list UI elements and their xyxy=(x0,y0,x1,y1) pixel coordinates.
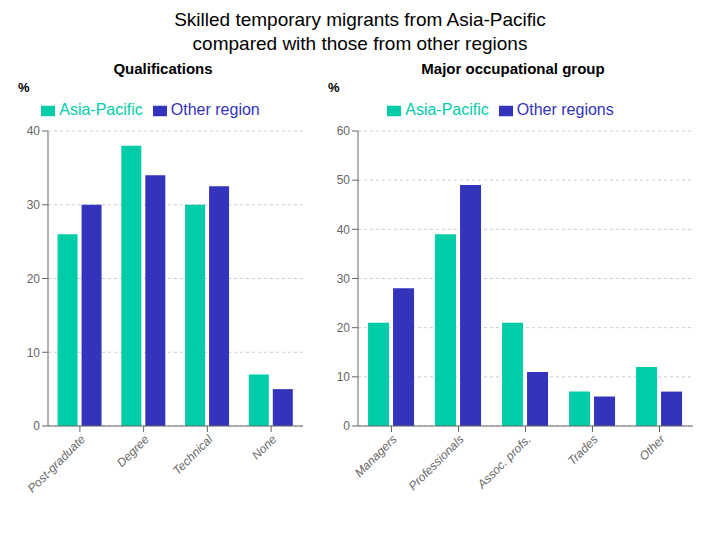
html-text:Other regions: Other regions xyxy=(516,101,614,118)
svg-text:10: 10 xyxy=(337,370,351,384)
svg-text:Degree: Degree xyxy=(114,432,152,470)
svg-text:20: 20 xyxy=(337,321,351,335)
svg-text:Post-graduate: Post-graduate xyxy=(25,432,88,495)
svg-text:50: 50 xyxy=(337,173,351,187)
svg-text:10: 10 xyxy=(27,346,41,360)
html-text:Other region: Other region xyxy=(170,101,260,118)
svg-text:Assoc. profs.: Assoc. profs. xyxy=(474,432,534,492)
svg-text:30: 30 xyxy=(337,272,351,286)
svg-text:0: 0 xyxy=(33,419,40,433)
svg-text:None: None xyxy=(249,432,279,462)
svg-text:Professionals: Professionals xyxy=(406,432,467,493)
svg-text:60: 60 xyxy=(337,124,351,138)
svg-text:Technical: Technical xyxy=(170,432,216,478)
html-text:Skilled temporary migrants fro: Skilled temporary migrants from Asia-Pac… xyxy=(174,9,546,30)
html-text:Asia-Pacific: Asia-Pacific xyxy=(59,101,143,118)
svg-text:Managers: Managers xyxy=(352,432,400,480)
html-text:Asia-Pacific: Asia-Pacific xyxy=(405,101,489,118)
svg-text:Other: Other xyxy=(637,432,669,464)
svg-text:40: 40 xyxy=(337,223,351,237)
svg-text:40: 40 xyxy=(27,124,41,138)
svg-text:30: 30 xyxy=(27,198,41,212)
svg-text:0: 0 xyxy=(343,419,350,433)
html-text:Major occupational group: Major occupational group xyxy=(421,60,605,77)
svg-text:Trades: Trades xyxy=(565,432,601,468)
html-text:Qualifications: Qualifications xyxy=(113,60,213,77)
svg-text:20: 20 xyxy=(27,272,41,286)
html-text:compared with those from other: compared with those from other regions xyxy=(192,33,528,54)
